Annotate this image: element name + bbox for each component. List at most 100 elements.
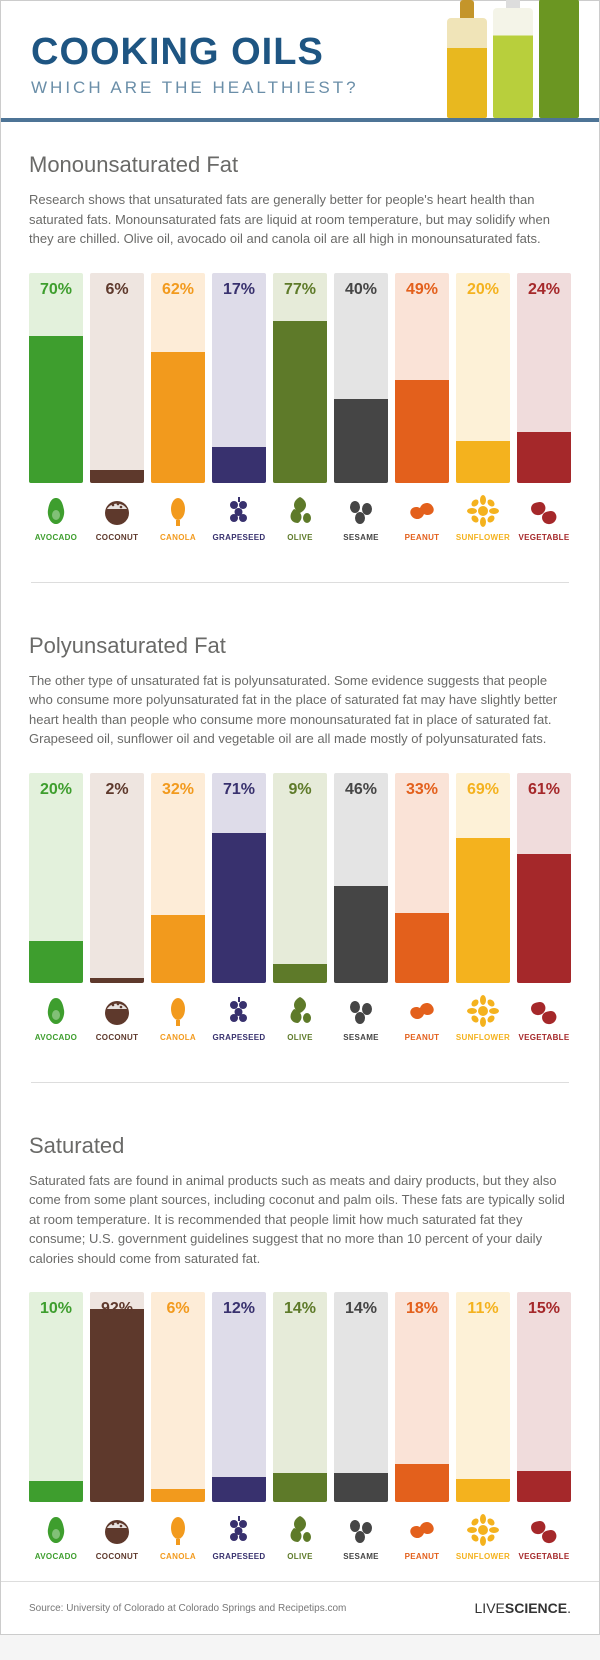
bar-box: 10% bbox=[29, 1292, 83, 1502]
bar-label: SESAME bbox=[343, 533, 379, 542]
bar-percent: 11% bbox=[456, 1300, 510, 1318]
bar-sesame: 40% SESAME bbox=[334, 273, 388, 542]
bar-vegetable: 61% VEGETABLE bbox=[517, 773, 571, 1042]
bar-label: VEGETABLE bbox=[518, 1552, 569, 1561]
bottle-green-icon bbox=[539, 0, 579, 118]
bar-percent: 92% bbox=[90, 1300, 144, 1318]
coconut-icon bbox=[101, 495, 133, 527]
section-description: Research shows that unsaturated fats are… bbox=[29, 190, 571, 249]
avocado-icon bbox=[40, 1514, 72, 1546]
divider bbox=[31, 582, 569, 583]
bar-label: SESAME bbox=[343, 1552, 379, 1561]
bar-fill bbox=[517, 432, 571, 482]
bar-vegetable: 24%VEGETABLE bbox=[517, 273, 571, 542]
coconut-icon bbox=[101, 1514, 133, 1546]
sesame-icon bbox=[345, 495, 377, 527]
bar-percent: 14% bbox=[273, 1300, 327, 1318]
sections-container: Monounsaturated FatResearch shows that u… bbox=[1, 122, 599, 1581]
bar-box: 40% bbox=[334, 273, 388, 483]
peanut-icon bbox=[406, 1514, 438, 1546]
bar-label: AVOCADO bbox=[35, 533, 77, 542]
bar-label: GRAPESEED bbox=[213, 533, 266, 542]
bar-box: 2% bbox=[90, 773, 144, 983]
bar-fill bbox=[273, 321, 327, 483]
bar-label: SUNFLOWER bbox=[456, 533, 510, 542]
olive-icon bbox=[284, 495, 316, 527]
bar-label: OLIVE bbox=[287, 533, 313, 542]
bar-fill bbox=[334, 399, 388, 483]
bar-percent: 6% bbox=[151, 1300, 205, 1318]
bar-olive: 77% OLIVE bbox=[273, 273, 327, 542]
bar-box: 17% bbox=[212, 273, 266, 483]
bar-percent: 62% bbox=[151, 281, 205, 299]
section-title: Polyunsaturated Fat bbox=[29, 633, 571, 659]
bar-fill bbox=[151, 1489, 205, 1502]
bar-percent: 2% bbox=[90, 781, 144, 799]
bar-box: 62% bbox=[151, 273, 205, 483]
bar-sesame: 14%SESAME bbox=[334, 1292, 388, 1561]
bar-peanut: 33% PEANUT bbox=[395, 773, 449, 1042]
bar-sunflower: 11% SUNFLOWER bbox=[456, 1292, 510, 1561]
coconut-icon bbox=[101, 995, 133, 1027]
bar-avocado: 70% AVOCADO bbox=[29, 273, 83, 542]
bar-grapeseed: 71%GRAPESEED bbox=[212, 773, 266, 1042]
brand-logo: LIVESCIENCE. bbox=[475, 1600, 571, 1616]
bar-fill bbox=[90, 1309, 144, 1502]
brand-light: LIVE bbox=[475, 1600, 505, 1616]
bar-percent: 70% bbox=[29, 281, 83, 299]
bar-grapeseed: 12%GRAPESEED bbox=[212, 1292, 266, 1561]
bar-grapeseed: 17% GRAPESEED bbox=[212, 273, 266, 542]
chart-section: Monounsaturated FatResearch shows that u… bbox=[1, 122, 599, 562]
bar-box: 49% bbox=[395, 273, 449, 483]
vegetable-icon bbox=[528, 495, 560, 527]
bar-fill bbox=[90, 470, 144, 483]
bar-fill bbox=[395, 380, 449, 483]
bar-percent: 77% bbox=[273, 281, 327, 299]
bar-label: PEANUT bbox=[405, 1033, 440, 1042]
bar-box: 32% bbox=[151, 773, 205, 983]
bar-box: 61% bbox=[517, 773, 571, 983]
bar-row: 10%AVOCADO92%COCONUT6%CANOLA12%GRAPESEED… bbox=[29, 1292, 571, 1561]
bar-label: CANOLA bbox=[160, 1552, 196, 1561]
brand-bold: SCIENCE bbox=[505, 1600, 567, 1616]
bar-label: OLIVE bbox=[287, 1552, 313, 1561]
bar-percent: 20% bbox=[29, 781, 83, 799]
bar-percent: 18% bbox=[395, 1300, 449, 1318]
bar-percent: 46% bbox=[334, 781, 388, 799]
bar-sunflower: 20% SUNFLOWER bbox=[456, 273, 510, 542]
bar-box: 15% bbox=[517, 1292, 571, 1502]
bar-avocado: 20%AVOCADO bbox=[29, 773, 83, 1042]
bar-label: SUNFLOWER bbox=[456, 1552, 510, 1561]
bar-box: 92% bbox=[90, 1292, 144, 1502]
bar-fill bbox=[212, 447, 266, 483]
section-description: The other type of unsaturated fat is pol… bbox=[29, 671, 571, 749]
peanut-icon bbox=[406, 495, 438, 527]
grapeseed-icon bbox=[223, 1514, 255, 1546]
avocado-icon bbox=[40, 995, 72, 1027]
bar-label: VEGETABLE bbox=[518, 1033, 569, 1042]
bar-coconut: 6%COCONUT bbox=[90, 273, 144, 542]
chart-section: Polyunsaturated Fat The other type of uns… bbox=[1, 603, 599, 1062]
bar-coconut: 2%COCONUT bbox=[90, 773, 144, 1042]
bar-box: 20% bbox=[29, 773, 83, 983]
bar-percent: 33% bbox=[395, 781, 449, 799]
bar-box: 14% bbox=[273, 1292, 327, 1502]
bar-box: 77% bbox=[273, 273, 327, 483]
chart-section: SaturatedSaturated fats are found in ani… bbox=[1, 1103, 599, 1582]
bar-canola: 62%CANOLA bbox=[151, 273, 205, 542]
divider bbox=[31, 1082, 569, 1083]
bar-fill bbox=[29, 1481, 83, 1502]
grapeseed-icon bbox=[223, 995, 255, 1027]
bar-label: SESAME bbox=[343, 1033, 379, 1042]
bar-box: 20% bbox=[456, 273, 510, 483]
bar-label: AVOCADO bbox=[35, 1552, 77, 1561]
bar-fill bbox=[212, 833, 266, 982]
sunflower-icon bbox=[467, 495, 499, 527]
bar-row: 20%AVOCADO2%COCONUT32%CANOLA71%GRAPESEED… bbox=[29, 773, 571, 1042]
infographic-container: COOKING OILS WHICH ARE THE HEALTHIEST? M… bbox=[0, 0, 600, 1635]
bar-percent: 9% bbox=[273, 781, 327, 799]
bottle-illustration bbox=[447, 0, 579, 118]
bottle-yellow-icon bbox=[447, 18, 487, 118]
bar-fill bbox=[395, 1464, 449, 1502]
bar-label: OLIVE bbox=[287, 1033, 313, 1042]
